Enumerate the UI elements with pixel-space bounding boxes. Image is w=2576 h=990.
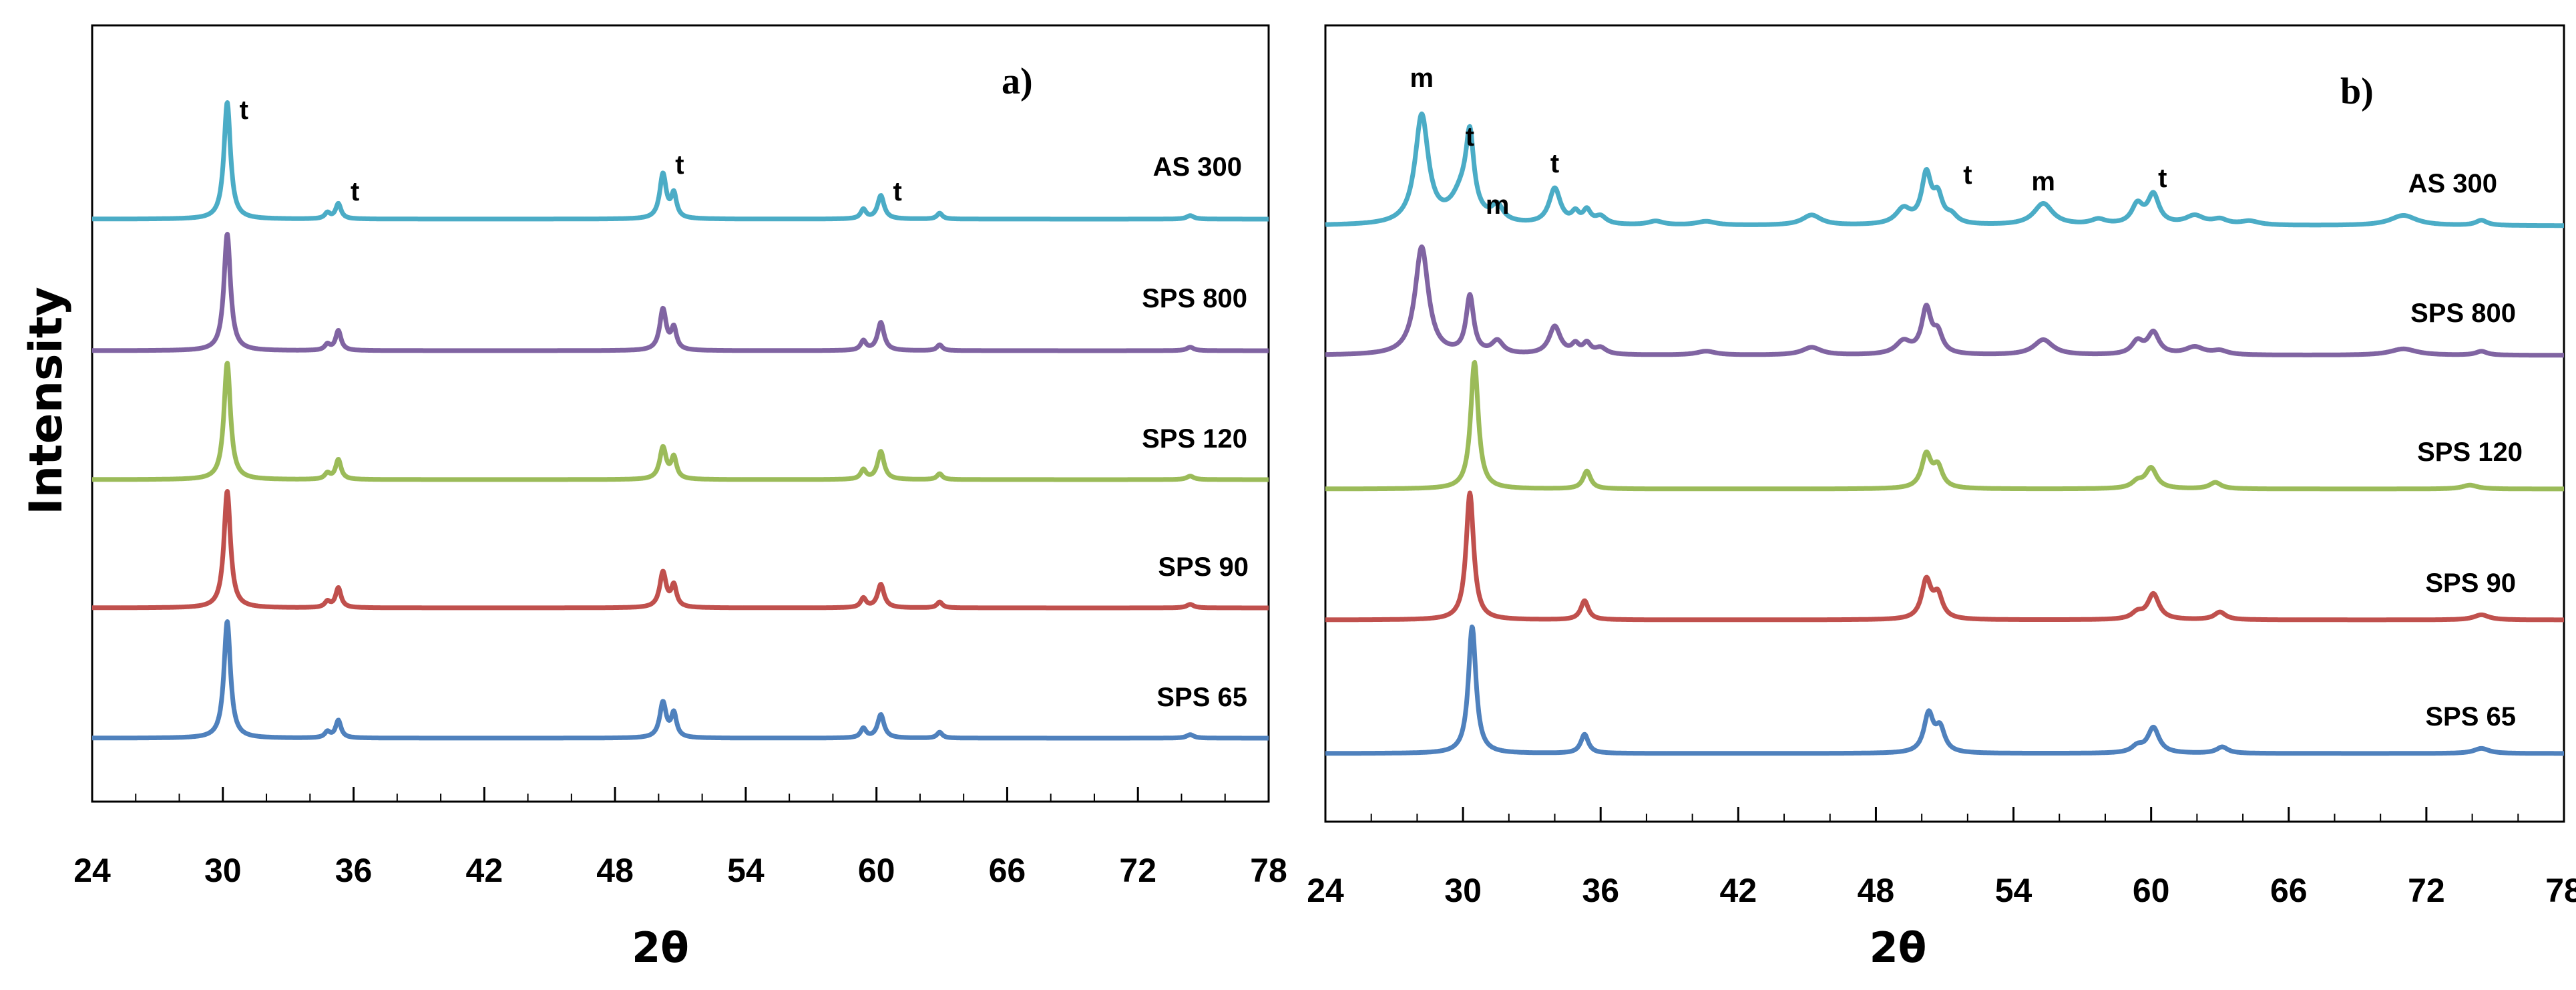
peak-annotation: t <box>1550 149 1559 178</box>
peak-annotation: t <box>675 150 684 180</box>
series-line-sps-90 <box>90 489 1271 611</box>
peak-annotation: t <box>2158 164 2167 193</box>
x-tick-label: 72 <box>2408 872 2445 909</box>
x-tick-label: 48 <box>596 852 634 889</box>
x-tick-label: 54 <box>1995 872 2032 909</box>
peak-annotation: m <box>2031 167 2055 196</box>
peak-annotation: t <box>1466 122 1474 152</box>
series-line-sps-800 <box>1323 244 2566 358</box>
peak-annotation: t <box>1963 160 1972 190</box>
peak-annotation: t <box>240 96 248 125</box>
series-label: SPS 90 <box>1158 552 1249 582</box>
x-tick-label: 66 <box>2270 872 2308 909</box>
series-label: SPS 800 <box>2410 299 2516 328</box>
x-tick-label: 60 <box>2133 872 2170 909</box>
plot-frame <box>1324 24 2565 823</box>
peak-annotation: t <box>893 177 902 206</box>
series-label: SPS 800 <box>1142 284 1247 313</box>
y-axis-title: Intensity <box>20 287 73 514</box>
chart-panel-2: AS 300 SPS 800 SPS 120 SPS 90 SPS 65 24 30 36 42… <box>1307 24 2576 972</box>
x-tick-label: 30 <box>1444 872 1482 909</box>
x-axis-title: 2θ <box>1870 923 1927 972</box>
panel-label: b) <box>2340 71 2374 112</box>
series-line-sps-800 <box>90 232 1271 353</box>
series-line-as-300 <box>90 100 1271 222</box>
plot-frame <box>91 24 1270 803</box>
peak-annotation: m <box>1410 63 1434 93</box>
peak-annotation: m <box>1486 190 1510 220</box>
series-line-sps-120 <box>1323 359 2566 492</box>
x-tick-label: 78 <box>2545 872 2576 909</box>
series-label: AS 300 <box>1153 152 1242 182</box>
series-line-sps-65 <box>1323 624 2566 756</box>
x-tick-label: 48 <box>1858 872 1895 909</box>
series-label: SPS 120 <box>2417 438 2523 467</box>
x-axis-title: 2θ <box>632 923 689 972</box>
x-tick-label: 72 <box>1119 852 1156 889</box>
x-tick-label: 36 <box>335 852 373 889</box>
panel-label: a) <box>1002 61 1033 102</box>
series-line-sps-65 <box>90 619 1271 741</box>
peak-annotation: t <box>351 177 359 206</box>
x-tick-label: 42 <box>466 852 503 889</box>
series-label: SPS 120 <box>1142 424 1247 454</box>
x-tick-label: 42 <box>1720 872 1757 909</box>
series-line-sps-90 <box>1323 490 2566 623</box>
series-label: SPS 90 <box>2425 568 2516 598</box>
series-label: SPS 65 <box>1156 683 1247 712</box>
series-line-sps-120 <box>90 361 1271 482</box>
chart-panel-1: AS 300 SPS 800 SPS 120 SPS 90 SPS 65 24 30 36 42… <box>20 24 1287 972</box>
series-label: AS 300 <box>2408 169 2497 198</box>
series-line-as-300 <box>1323 111 2566 228</box>
x-tick-label: 24 <box>73 852 111 889</box>
x-tick-label: 60 <box>858 852 895 889</box>
x-tick-label: 78 <box>1250 852 1287 889</box>
x-tick-label: 30 <box>204 852 242 889</box>
x-tick-label: 66 <box>989 852 1026 889</box>
x-tick-label: 54 <box>727 852 765 889</box>
series-label: SPS 65 <box>2425 702 2516 731</box>
x-tick-label: 24 <box>1307 872 1344 909</box>
x-tick-label: 36 <box>1582 872 1619 909</box>
